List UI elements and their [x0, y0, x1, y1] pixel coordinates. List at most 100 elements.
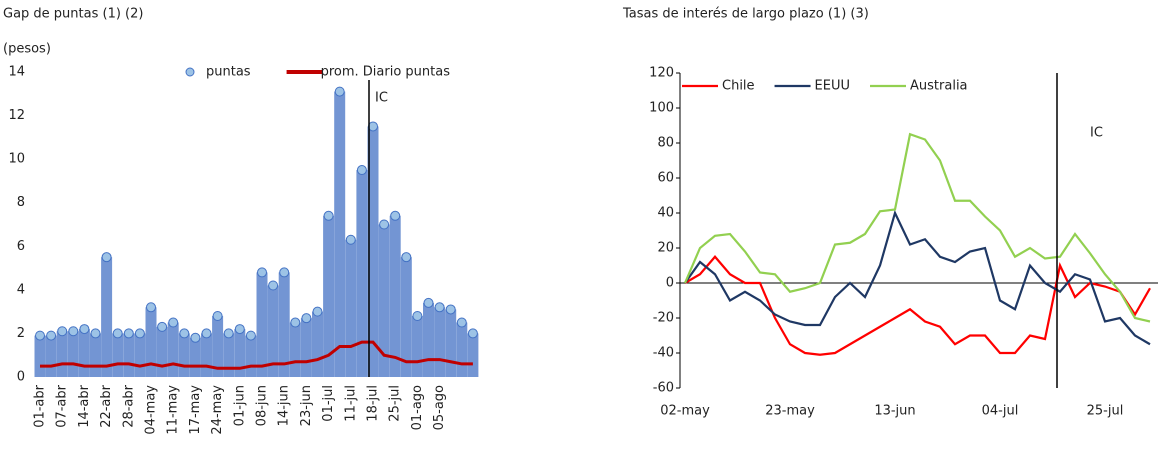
puntas-band [212, 316, 224, 377]
y-tick-label: -40 [653, 346, 674, 361]
puntas-point [390, 210, 401, 221]
y-tick-label: 0 [17, 370, 25, 385]
puntas-point [168, 317, 179, 328]
x-tick-label: 17-may [188, 385, 203, 435]
legend-label: prom. Diario puntas [321, 65, 451, 80]
y-tick-label: 14 [8, 65, 25, 80]
puntas-point [290, 317, 301, 328]
y-tick-label: 40 [657, 206, 674, 221]
puntas-point [57, 326, 68, 337]
puntas-point [101, 252, 112, 263]
series-line [684, 209, 1151, 346]
legend-label: Chile [722, 79, 755, 94]
x-tick-label: 08-jun [255, 385, 270, 426]
puntas-point [434, 302, 445, 313]
puntas-band [145, 307, 157, 377]
puntas-band [467, 333, 479, 377]
series-line [683, 132, 1151, 323]
puntas-band [101, 257, 113, 377]
x-tick-label: 13-jun [874, 404, 915, 419]
puntas-point [345, 234, 356, 245]
y-tick-label: 60 [657, 171, 674, 186]
puntas-band [434, 307, 446, 377]
puntas-band [234, 329, 246, 377]
puntas-band [78, 329, 90, 377]
puntas-point [412, 311, 423, 321]
x-tick-label: 01-jul [321, 385, 336, 422]
puntas-band [189, 337, 201, 377]
x-tick-label: 04-may [144, 385, 159, 435]
y-tick-label: 120 [649, 66, 674, 81]
x-tick-label: 22-abr [99, 384, 114, 427]
puntas-band [201, 333, 212, 377]
puntas-point [423, 297, 434, 308]
x-tick-label: 28-abr [121, 384, 136, 427]
puntas-point [301, 313, 312, 324]
y-tick-label: 10 [8, 152, 25, 167]
puntas-point [68, 326, 79, 337]
puntas-point [245, 330, 256, 341]
x-tick-label: 18-jul [366, 385, 381, 422]
puntas-point [323, 210, 334, 221]
puntas-band [167, 322, 179, 377]
x-tick-label: 23-jun [299, 385, 314, 426]
puntas-point [334, 86, 345, 97]
puntas-point [90, 328, 101, 339]
puntas-band [289, 322, 301, 377]
puntas-band [56, 331, 68, 377]
puntas-band [389, 215, 401, 377]
puntas-point [79, 324, 90, 335]
puntas-point [35, 330, 45, 341]
puntas-band [300, 318, 312, 377]
x-tick-label: 24-may [210, 385, 225, 435]
y-tick-label: -60 [653, 381, 674, 396]
x-tick-label: 01-jun [232, 385, 247, 426]
x-tick-label: 23-may [765, 404, 815, 419]
puntas-point [368, 121, 378, 132]
legend-swatch [185, 67, 195, 77]
legend-label: Australia [910, 79, 968, 94]
legend-label: EEUU [815, 79, 850, 94]
y-tick-label: 2 [17, 326, 25, 341]
puntas-point [112, 328, 123, 339]
puntas-band [411, 316, 423, 377]
puntas-band [334, 91, 346, 377]
y-tick-label: 80 [657, 136, 674, 151]
puntas-point [257, 267, 267, 278]
puntas-band [445, 309, 457, 377]
x-tick-label: 04-jul [982, 404, 1019, 419]
puntas-point [445, 304, 456, 315]
puntas-band [34, 335, 46, 377]
puntas-point [456, 317, 467, 328]
puntas-point [212, 311, 223, 321]
puntas-point [312, 306, 323, 317]
puntas-point [201, 328, 212, 339]
y-tick-label: 4 [17, 282, 25, 297]
puntas-point [268, 280, 279, 291]
puntas-point [157, 321, 168, 332]
x-tick-label: 05-ago [432, 385, 447, 430]
annotation: IC [1090, 126, 1103, 141]
puntas-band [356, 170, 368, 377]
legend-label: puntas [206, 65, 251, 80]
puntas-band [123, 333, 135, 377]
puntas-band [245, 335, 257, 377]
chart-title: Tasas de interés de largo plazo (1) (3) [622, 7, 869, 22]
x-tick-label: 11-jul [343, 385, 358, 422]
puntas-point [467, 328, 478, 339]
puntas-point [356, 165, 367, 176]
puntas-band [378, 224, 390, 377]
puntas-band [67, 331, 79, 377]
puntas-band [278, 272, 290, 377]
y-tick-label: 8 [17, 195, 25, 210]
puntas-band [90, 333, 101, 377]
puntas-point [134, 328, 145, 339]
puntas-band [423, 302, 434, 377]
annotation: IC [375, 91, 388, 106]
puntas-band [267, 285, 279, 377]
x-tick-label: 14-abr [77, 384, 92, 427]
puntas-point [234, 324, 245, 335]
y-tick-label: 100 [649, 101, 674, 116]
puntas-band [156, 326, 168, 377]
